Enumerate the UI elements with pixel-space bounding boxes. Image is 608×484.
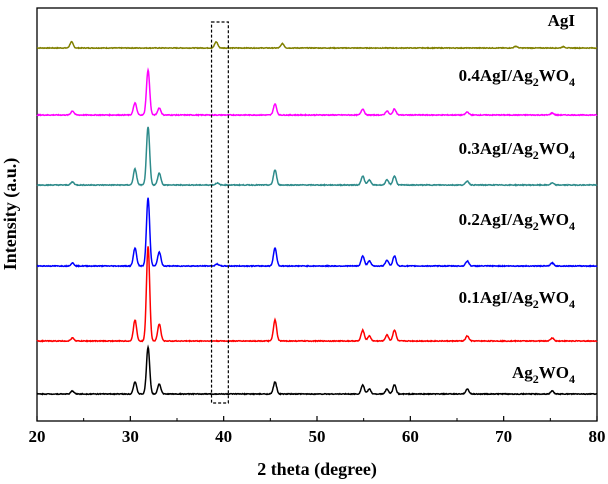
series-label: Ag2WO4 bbox=[512, 363, 575, 386]
series-line bbox=[36, 67, 598, 117]
series-label: 0.4AgI/Ag2WO4 bbox=[459, 66, 575, 89]
x-tick-label: 40 bbox=[215, 427, 232, 446]
x-axis-title: 2 theta (degree) bbox=[257, 459, 377, 480]
series-label: 0.1AgI/Ag2WO4 bbox=[459, 288, 575, 311]
x-axis: 20 30 40 50 60 70 80 bbox=[29, 416, 606, 446]
x-tick-label: 30 bbox=[122, 427, 139, 446]
series-line bbox=[36, 40, 598, 50]
series-label: 0.3AgI/Ag2WO4 bbox=[459, 139, 575, 162]
x-tick-label: 60 bbox=[402, 427, 419, 446]
x-tick-label: 20 bbox=[29, 427, 46, 446]
series-group bbox=[36, 40, 598, 396]
highlight-box bbox=[210, 21, 229, 404]
series-line bbox=[36, 126, 598, 187]
series-line bbox=[36, 246, 598, 343]
series-line bbox=[36, 344, 598, 396]
series-label: AgI bbox=[548, 11, 576, 30]
y-axis-title: Intensity (a.u.) bbox=[0, 158, 21, 271]
x-tick-label: 80 bbox=[589, 427, 606, 446]
series-label: 0.2AgI/Ag2WO4 bbox=[459, 210, 575, 233]
series-labels: AgI 0.4AgI/Ag2WO4 0.3AgI/Ag2WO4 0.2AgI/Ag2W… bbox=[459, 11, 576, 386]
x-tick-label: 70 bbox=[495, 427, 512, 446]
series-line bbox=[36, 197, 598, 268]
x-tick-label: 50 bbox=[309, 427, 326, 446]
